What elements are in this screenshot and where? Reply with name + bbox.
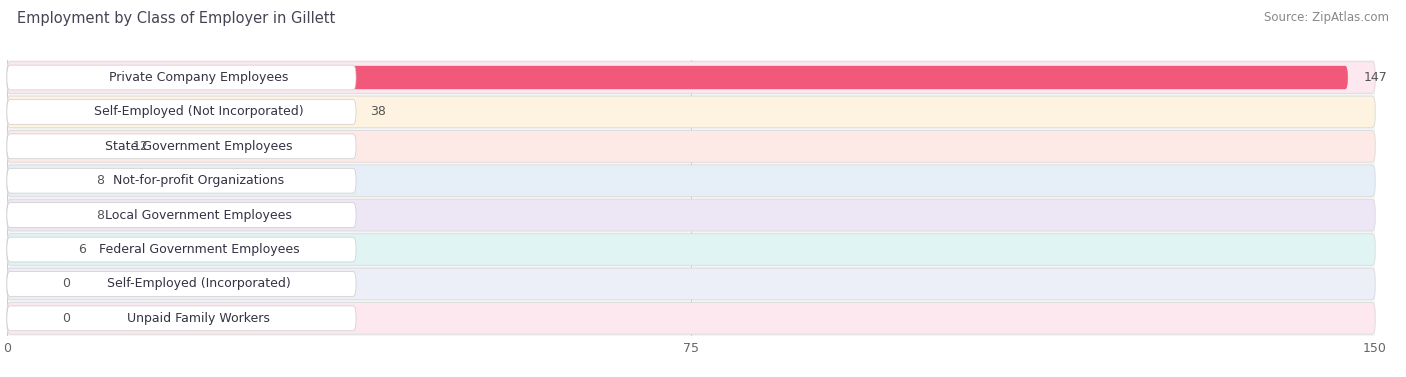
Text: Not-for-profit Organizations: Not-for-profit Organizations: [114, 174, 284, 187]
FancyBboxPatch shape: [7, 234, 1375, 265]
Text: Self-Employed (Not Incorporated): Self-Employed (Not Incorporated): [94, 106, 304, 118]
FancyBboxPatch shape: [7, 199, 1375, 231]
Text: 8: 8: [97, 174, 104, 187]
Text: Local Government Employees: Local Government Employees: [105, 208, 292, 222]
FancyBboxPatch shape: [7, 65, 356, 90]
Text: Unpaid Family Workers: Unpaid Family Workers: [128, 312, 270, 325]
Text: State Government Employees: State Government Employees: [105, 140, 292, 153]
FancyBboxPatch shape: [7, 135, 117, 158]
Text: 0: 0: [62, 277, 70, 290]
FancyBboxPatch shape: [7, 66, 1348, 89]
FancyBboxPatch shape: [7, 169, 356, 193]
Text: 147: 147: [1364, 71, 1388, 84]
Text: 0: 0: [62, 312, 70, 325]
Text: Source: ZipAtlas.com: Source: ZipAtlas.com: [1264, 11, 1389, 24]
FancyBboxPatch shape: [7, 169, 80, 192]
Text: 8: 8: [97, 208, 104, 222]
FancyBboxPatch shape: [7, 237, 356, 262]
Text: Employment by Class of Employer in Gillett: Employment by Class of Employer in Gille…: [17, 11, 335, 26]
Text: Self-Employed (Incorporated): Self-Employed (Incorporated): [107, 277, 291, 290]
FancyBboxPatch shape: [7, 134, 356, 159]
Text: Federal Government Employees: Federal Government Employees: [98, 243, 299, 256]
FancyBboxPatch shape: [7, 100, 356, 124]
FancyBboxPatch shape: [7, 302, 1375, 334]
FancyBboxPatch shape: [7, 271, 356, 296]
FancyBboxPatch shape: [7, 306, 356, 331]
Text: Private Company Employees: Private Company Employees: [110, 71, 288, 84]
FancyBboxPatch shape: [7, 307, 34, 329]
FancyBboxPatch shape: [7, 130, 1375, 162]
FancyBboxPatch shape: [7, 62, 1375, 93]
FancyBboxPatch shape: [7, 100, 354, 124]
FancyBboxPatch shape: [7, 268, 1375, 300]
FancyBboxPatch shape: [7, 96, 1375, 128]
FancyBboxPatch shape: [7, 203, 356, 227]
FancyBboxPatch shape: [7, 204, 80, 227]
FancyBboxPatch shape: [7, 165, 1375, 196]
FancyBboxPatch shape: [7, 273, 34, 295]
Text: 38: 38: [370, 106, 385, 118]
FancyBboxPatch shape: [7, 238, 62, 261]
Text: 6: 6: [79, 243, 86, 256]
Text: 12: 12: [134, 140, 149, 153]
